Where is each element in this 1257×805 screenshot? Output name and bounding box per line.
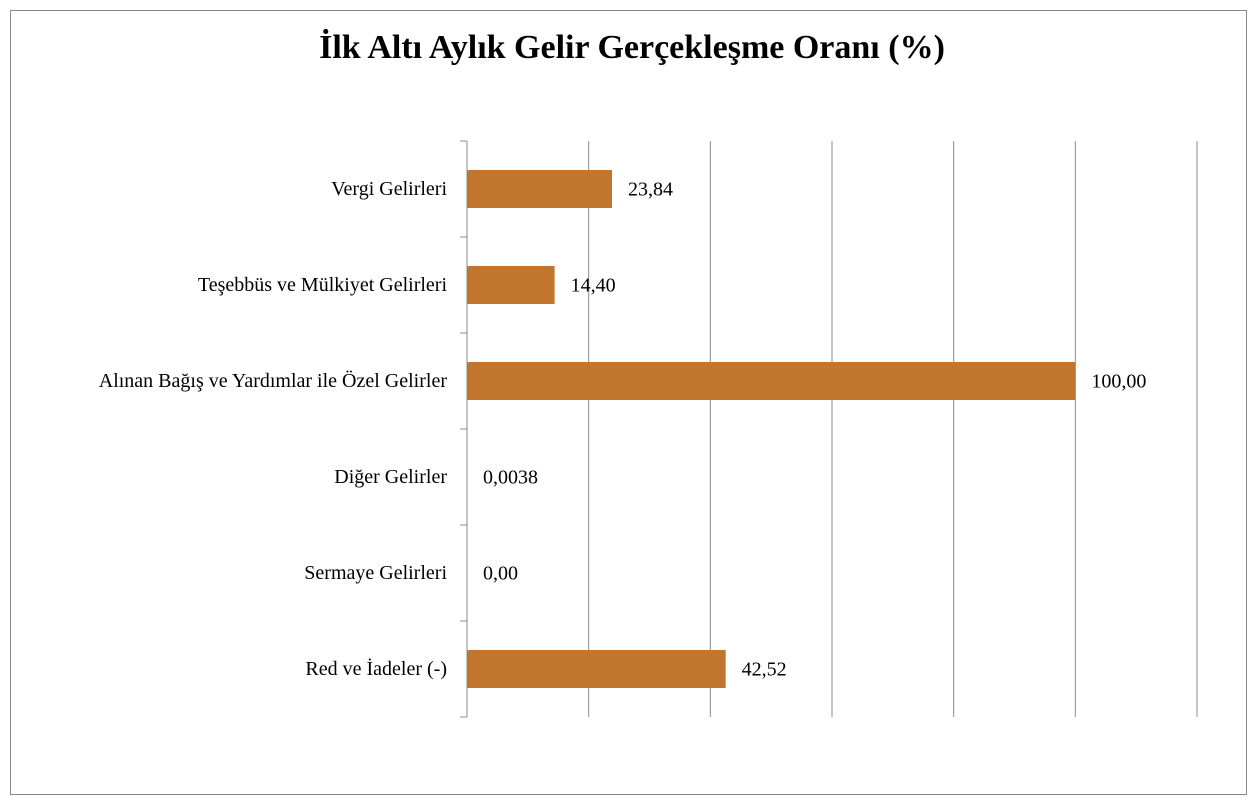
bar (467, 650, 726, 688)
y-tick-label: Alınan Bağış ve Yardımlar ile Özel Gelir… (98, 370, 447, 392)
y-tick-label: Sermaye Gelirleri (304, 562, 447, 584)
data-label: 23,84 (628, 179, 673, 201)
y-tick-label: Vergi Gelirleri (331, 178, 447, 200)
data-label: 14,40 (571, 275, 616, 297)
data-label: 100,00 (1091, 371, 1146, 393)
bar (467, 170, 613, 208)
data-label: 0,0038 (483, 467, 538, 489)
bar (467, 266, 555, 304)
y-tick-label: Diğer Gelirler (334, 466, 447, 488)
chart-title: İlk Altı Aylık Gelir Gerçekleşme Oranı (… (319, 28, 945, 66)
data-label: 0,00 (483, 563, 518, 585)
y-tick-label: Teşebbüs ve Mülkiyet Gelirleri (197, 274, 447, 296)
y-tick-label: Red ve İadeler (-) (305, 658, 447, 680)
bar (467, 362, 1076, 400)
data-label: 42,52 (742, 659, 787, 681)
